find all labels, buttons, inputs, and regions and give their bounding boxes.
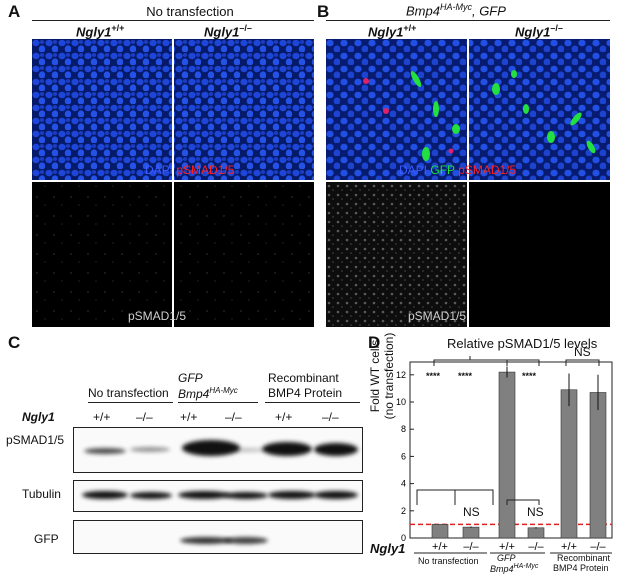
panel-a-header-rule <box>32 20 314 21</box>
x-tick-label: –/– <box>528 541 544 553</box>
blot-row-gene: Ngly1 <box>22 410 55 424</box>
panel-b-bottom-label: pSMAD1/5 <box>408 309 467 323</box>
sig-label-6: NS <box>527 505 544 519</box>
chart-title: Relative pSMAD1/5 levels <box>447 336 598 351</box>
x-tick-label: –/– <box>590 541 606 553</box>
y-tick-label: 2 <box>401 506 406 516</box>
blot-lane-3: +/+ <box>180 410 198 424</box>
sig-label-2: **** <box>458 371 473 381</box>
panel-letter-b: B <box>317 2 330 21</box>
x-tick-label: –/– <box>463 541 479 553</box>
blot-label-gfp: GFP <box>34 532 59 546</box>
blot-tubulin <box>73 480 363 512</box>
sig-label-5: NS <box>463 505 480 519</box>
panel-b-header-rule <box>326 20 610 21</box>
panel-a-bottom-label: pSMAD1/5 <box>128 309 187 323</box>
bar <box>589 392 607 539</box>
blot-lane-5: +/+ <box>275 410 293 424</box>
y-tick-label: 6 <box>401 451 406 461</box>
blot-lane-4: –/– <box>225 410 242 424</box>
blot-group-3-line1: Recombinant <box>268 371 339 385</box>
panel-b-genotype-wt: Ngly1+/+ <box>368 23 417 40</box>
y-tick-label: 8 <box>401 424 406 434</box>
sig-label-3: **** <box>522 371 537 381</box>
blot-group-2-rule <box>178 402 258 403</box>
x-tick-label: +/+ <box>499 541 515 553</box>
blot-label-tubulin: Tubulin <box>22 487 61 501</box>
chart-group-3-line1: Recombinant <box>557 553 611 563</box>
panel-b-header: Bmp4HA-Myc, GFP <box>406 2 506 19</box>
blot-gfp <box>73 520 363 554</box>
y-tick-label: 0 <box>401 533 406 543</box>
y-tick-label: 12 <box>396 370 406 380</box>
panel-letter-a: A <box>8 2 21 21</box>
x-tick-label: +/+ <box>561 541 577 553</box>
blot-lane-6: –/– <box>322 410 339 424</box>
sig-label-4: NS <box>574 345 591 359</box>
panel-b-stain-label: DAPI GFP pSMAD1/5 <box>399 163 517 177</box>
bar <box>431 524 449 539</box>
bar <box>560 389 578 539</box>
blot-group-1-rule <box>88 402 173 403</box>
panel-letter-d: D <box>368 333 381 352</box>
chart-group-2-line2: Bmp4HA-Myc <box>490 563 539 574</box>
x-tick-label: +/+ <box>432 541 448 553</box>
blot-label-psmad: pSMAD1/5 <box>6 433 65 447</box>
blot-psmad <box>73 427 363 473</box>
blot-lane-2: –/– <box>136 410 153 424</box>
y-tick-label: 4 <box>401 479 406 489</box>
bar <box>498 371 516 539</box>
chart-group-3-line2: BMP4 Protein <box>553 563 609 573</box>
bar <box>527 527 545 539</box>
blot-lane-1: +/+ <box>93 410 111 424</box>
blot-group-1-label: No transfection <box>88 386 169 400</box>
panel-b-micrographs <box>326 39 610 327</box>
sig-label-1: **** <box>426 371 441 381</box>
bar <box>462 526 480 539</box>
panel-a-stain-label: DAPI pSMAD1/5 <box>145 163 235 177</box>
y-tick-label: 10 <box>396 397 406 407</box>
chart-group-1-label: No transfection <box>418 556 479 566</box>
chart-ylabel: Fold WT cells (no transfection) <box>368 332 396 420</box>
chart-row-gene: Ngly1 <box>370 541 406 556</box>
panel-a-micrographs <box>32 39 314 327</box>
panel-b-genotype-ko: Ngly1–/– <box>515 23 563 40</box>
blot-group-2-line1: GFP <box>178 371 203 385</box>
panel-a-genotype-wt: Ngly1+/+ <box>76 23 125 40</box>
panel-a-header: No transfection <box>146 4 234 19</box>
panel-a-genotype-ko: Ngly1–/– <box>204 23 252 40</box>
panel-letter-c: C <box>8 333 21 352</box>
blot-group-3-rule <box>265 402 360 403</box>
blot-group-2-line2: Bmp4HA-Myc <box>178 386 238 401</box>
blot-group-3-line2: BMP4 Protein <box>268 386 343 400</box>
chart-group-2-line1: GFP <box>497 553 516 563</box>
